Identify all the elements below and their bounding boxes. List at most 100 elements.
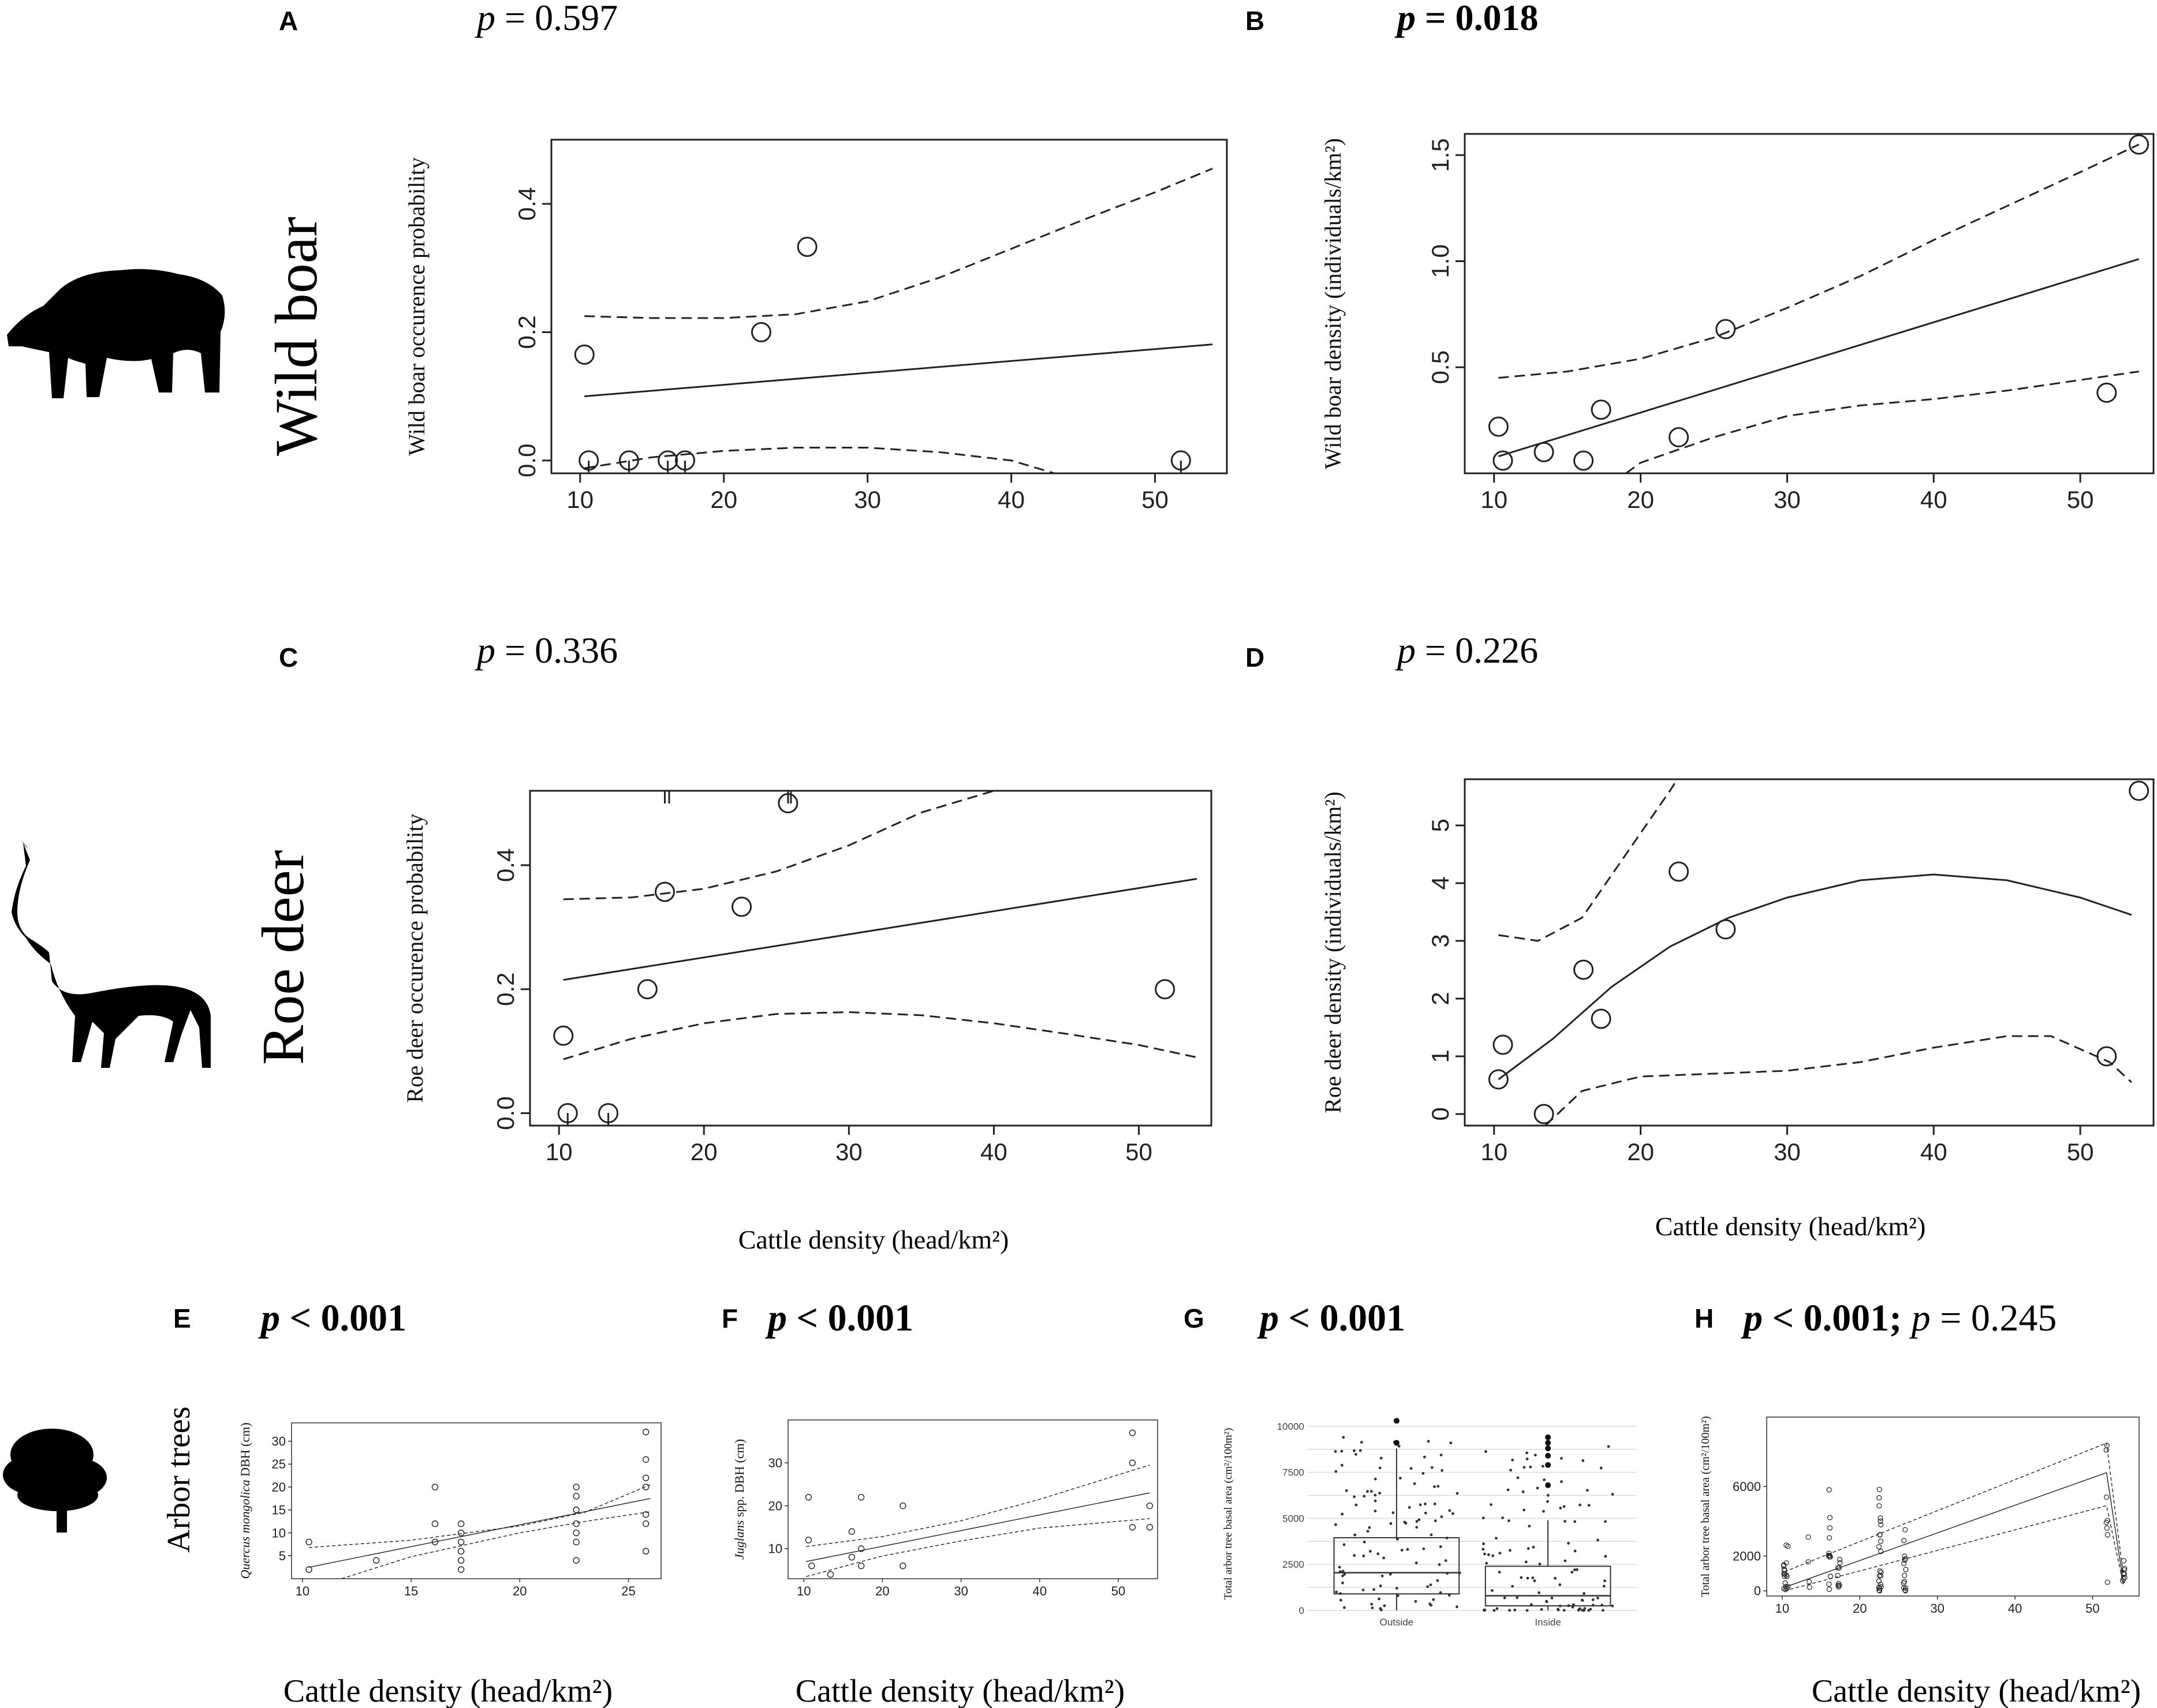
plot-area [1488,134,2149,473]
x-tick-label: 50 [1125,1138,1152,1165]
data-point [1155,979,1175,1000]
data-point [900,1502,906,1509]
data-point [1436,1579,1439,1582]
data-point [1527,1547,1530,1550]
data-point [1447,1594,1451,1597]
data-point [1389,1572,1392,1576]
data-point [1541,1464,1544,1468]
data-point [1546,1494,1550,1497]
data-point [1602,1609,1604,1612]
data-point [1591,1008,1611,1029]
data-point [1485,1561,1488,1565]
data-point [1878,1569,1884,1575]
data-point [1383,1604,1386,1608]
x-axis-label-h: Cattle density (head/km²) [1812,1673,2141,1708]
data-point [1389,1522,1393,1525]
fit-line [1498,873,2132,1081]
data-point [642,1511,650,1518]
data-point [1422,1547,1425,1550]
data-point [1424,1511,1427,1515]
chart-f: 10 20 30 40 50 10 20 30 Juglans spp. DBH (cm) [732,1419,1158,1598]
data-point [1876,1486,1882,1493]
data-point [1374,1477,1377,1481]
data-point [1516,1596,1519,1599]
x-tick-label: 50 [1141,486,1169,513]
data-point [1573,450,1594,471]
data-point [1338,1565,1341,1569]
data-point [827,1571,834,1578]
data-point [1353,1449,1356,1452]
y-tick-label: 0 [1754,1584,1761,1598]
data-point [1335,1590,1338,1594]
plot-area [553,791,1197,1126]
data-point [1805,1559,1811,1565]
data-point [1409,1467,1413,1470]
y-tick-label: 0.2 [513,315,540,349]
data-point [1360,1441,1363,1444]
data-point [1876,1573,1882,1579]
data-point [1571,1605,1574,1609]
ci-upper-line [1498,144,2140,379]
data-point [1715,919,1736,940]
data-point [900,1563,906,1569]
data-point [373,1557,380,1564]
data-point [1436,1485,1440,1488]
data-point [431,1483,439,1490]
x-tick-label: 30 [1774,1138,1801,1165]
data-point [1545,1600,1548,1604]
ci-lower-line [1544,1035,2132,1126]
data-point [1876,1503,1882,1509]
data-point [642,1483,650,1490]
data-point [1784,1586,1790,1591]
data-point [1783,1572,1789,1578]
data-point [431,1538,439,1546]
y-axis-label: Wild boar occurence probability [404,157,430,455]
data-point [1525,1451,1528,1455]
plot-frame [1766,1417,2140,1597]
data-point [1583,1607,1587,1610]
data-point [1353,1554,1356,1557]
plot-area [305,1429,651,1579]
plot-area [1488,779,2149,1126]
data-point [1902,1553,1908,1559]
y-axis-label: Total arbor tree basal area (cm²/100m²) [1222,1428,1234,1600]
data-point [1533,442,1554,462]
data-point [1521,1490,1525,1493]
data-point [1495,1607,1499,1610]
roe-deer-silhouette [12,840,211,1068]
data-point [573,1529,580,1537]
fit-line [563,878,1197,981]
data-point [1334,1470,1338,1473]
data-point [1573,1549,1577,1553]
p-value-h: p < 0.001; p = 0.245 [1741,1297,2057,1339]
data-point [305,1566,312,1573]
data-point [1414,1599,1417,1603]
data-point [2121,1567,2127,1573]
data-point [1492,1609,1496,1612]
data-point [1876,1578,1882,1584]
data-point [1591,1598,1595,1601]
data-point [1604,1554,1607,1558]
data-point [1488,416,1509,437]
data-point [808,1563,815,1569]
data-point [1340,1464,1344,1467]
data-point [1902,1572,1908,1578]
data-point [2129,780,2149,801]
tree-silhouette [3,1429,107,1533]
outlier-point [1545,1440,1551,1446]
data-point [1715,319,1736,339]
data-point [1559,1507,1562,1510]
data-point [1837,1560,1843,1565]
x-tick-label: 30 [1774,486,1801,513]
x-tick-label: 50 [1111,1584,1125,1598]
y-tick-label: 4 [1427,876,1454,889]
plot-area [805,1429,1154,1578]
data-point [1398,1477,1402,1480]
data-point [1835,1584,1842,1590]
chart-a: 10 20 30 40 50 0.0 0.2 0.4 Wild boar occurence p… [404,139,1228,513]
fit-line [584,343,1213,398]
data-point [1530,1603,1533,1606]
data-point [1366,1490,1369,1493]
x-tick-label: 40 [980,1138,1007,1165]
data-point [857,1494,865,1501]
